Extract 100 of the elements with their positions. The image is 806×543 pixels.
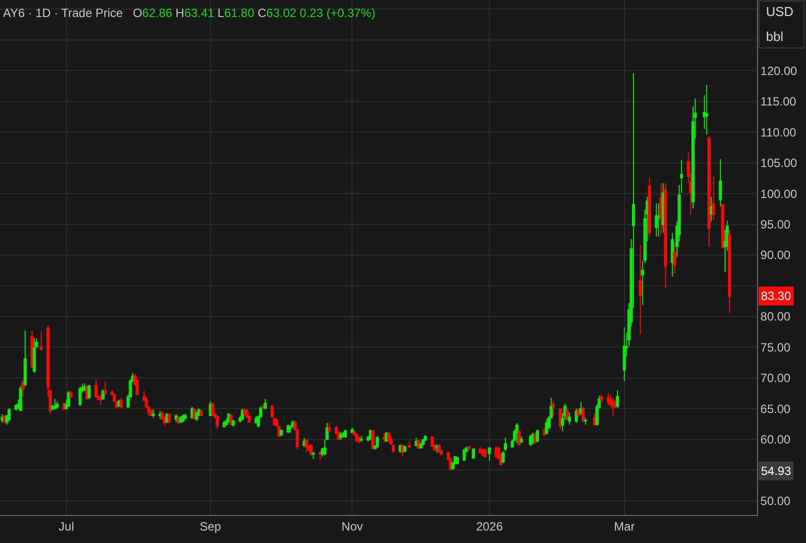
candlestick	[318, 450, 322, 461]
candlestick	[355, 432, 358, 442]
candlestick	[376, 435, 379, 449]
candlestick	[657, 202, 660, 238]
candlestick	[78, 386, 82, 407]
candlestick	[574, 408, 578, 424]
candlestick	[304, 438, 308, 453]
y-tick-label: 95.00	[760, 218, 791, 232]
candlestick	[566, 408, 569, 422]
candlestick	[174, 414, 178, 423]
candlestick	[718, 158, 722, 207]
candlestick	[424, 434, 427, 442]
candlestick	[721, 204, 724, 249]
candlestick	[403, 445, 406, 453]
candlestick	[611, 397, 614, 417]
candlestick	[312, 452, 315, 460]
candlestick	[40, 330, 43, 351]
y-tick-label: 90.00	[760, 248, 791, 262]
candlestick	[184, 413, 187, 420]
candlestick	[168, 413, 171, 424]
candlestick	[288, 424, 292, 434]
y-tick-label: 100.00	[760, 186, 798, 201]
candlestick	[552, 400, 556, 417]
x-tick-label: Sep	[200, 519, 222, 534]
candlestick	[56, 400, 59, 410]
candlestick	[280, 429, 283, 436]
candlestick	[504, 437, 508, 452]
candlestick	[488, 446, 492, 462]
candlestick	[94, 378, 98, 398]
candlestick	[472, 448, 475, 460]
candlestick	[710, 196, 713, 222]
candlestick	[158, 410, 162, 420]
candlestick	[357, 436, 361, 444]
candlestick	[53, 398, 56, 410]
y-tick-label: 105.00	[760, 156, 798, 170]
y-tick-label: 50.00	[760, 494, 791, 508]
candlestick	[435, 444, 438, 453]
candlestick	[545, 418, 548, 435]
candlestick	[419, 442, 422, 450]
candlestick	[350, 427, 354, 434]
candlestick	[705, 84, 708, 136]
candlestick	[536, 429, 540, 442]
candlestick	[200, 409, 203, 417]
candlestick	[518, 430, 521, 446]
candlestick	[520, 436, 524, 444]
candlestick	[328, 422, 331, 433]
candlestick	[0, 414, 4, 424]
y-tick-label: 60.00	[760, 432, 791, 447]
candlestick	[664, 182, 668, 289]
x-tick-label: Jul	[58, 519, 74, 534]
y-tick-label: 65.00	[760, 402, 791, 416]
candlestick	[584, 417, 588, 426]
x-tick-label: Mar	[614, 519, 635, 534]
candlestick	[152, 408, 155, 418]
candlestick	[638, 244, 642, 336]
candlestick	[24, 330, 27, 386]
candlestick	[104, 380, 107, 396]
candlestick	[371, 430, 374, 450]
text: 83.30	[761, 289, 792, 303]
text: USD	[766, 4, 794, 19]
candlestick	[99, 394, 102, 406]
chart-title: AY6 · 1D · Trade Price O	[3, 6, 142, 20]
x-tick-label: 2026	[476, 519, 504, 534]
candlestick	[422, 438, 425, 446]
candlestick	[483, 448, 486, 458]
y-tick-label: 75.00	[760, 340, 791, 354]
candlestick	[707, 136, 711, 248]
candlestick	[382, 432, 386, 442]
candlestick	[360, 435, 363, 442]
candlestick	[673, 242, 676, 274]
candlestick	[616, 390, 620, 409]
candlestick	[264, 398, 267, 410]
candlestick	[622, 327, 626, 382]
text: 62.86 H63.41 L61.80 C63.02 0.23 (+0.37%)	[142, 6, 376, 20]
candlestick	[211, 402, 214, 417]
candlestick	[502, 450, 505, 464]
text: 54.93	[761, 464, 792, 478]
y-tick-label: 80.00	[760, 310, 791, 324]
candlestick	[136, 378, 139, 396]
candlestick	[8, 408, 11, 422]
candlestick	[462, 448, 466, 462]
candlestick	[515, 422, 518, 444]
candlestick	[654, 202, 658, 238]
y-tick-label: 115.00	[760, 94, 797, 109]
candlestick	[728, 229, 732, 314]
candlestick	[648, 177, 652, 238]
candlestick	[600, 394, 604, 404]
candlestick	[21, 380, 24, 398]
candlestick	[478, 446, 482, 454]
candlestick	[32, 338, 36, 374]
candlestick	[387, 432, 390, 443]
candlestick	[456, 456, 459, 466]
candlestick	[558, 408, 562, 430]
candlestick	[408, 440, 411, 450]
candlestick	[216, 414, 219, 430]
y-tick-label: 110.00	[760, 125, 797, 140]
candlestick	[606, 392, 610, 406]
candlestick	[195, 410, 198, 422]
x-tick-label: Nov	[342, 519, 363, 534]
candlestick	[88, 384, 91, 400]
